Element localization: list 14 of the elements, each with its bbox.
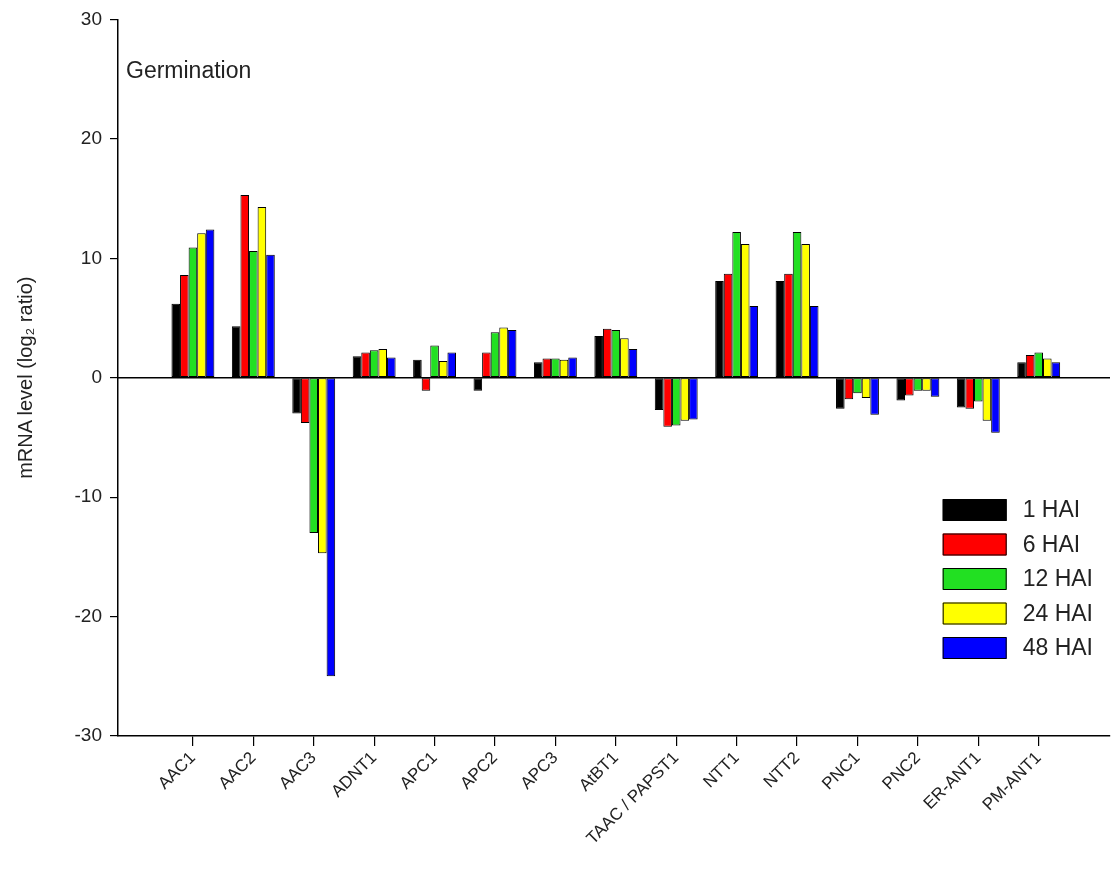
y-axis-title: mRNA level (log₂ ratio) (13, 276, 36, 479)
y-tick-label: 20 (80, 127, 102, 149)
y-tick-label: 0 (91, 365, 102, 387)
y-tick-label: 10 (80, 246, 102, 268)
legend-label: 12 HAI (1022, 565, 1094, 592)
y-tick-label: -20 (74, 604, 102, 626)
y-tick-label: -30 (74, 724, 102, 746)
y-tick-label: 30 (80, 7, 102, 29)
text: Germination (126, 56, 252, 83)
legend-label: 1 HAI (1022, 496, 1081, 523)
legend-label: 24 HAI (1022, 599, 1094, 626)
legend-label: 48 HAI (1022, 634, 1094, 661)
y-tick-label: -10 (74, 485, 102, 507)
legend-label: 6 HAI (1022, 530, 1081, 557)
